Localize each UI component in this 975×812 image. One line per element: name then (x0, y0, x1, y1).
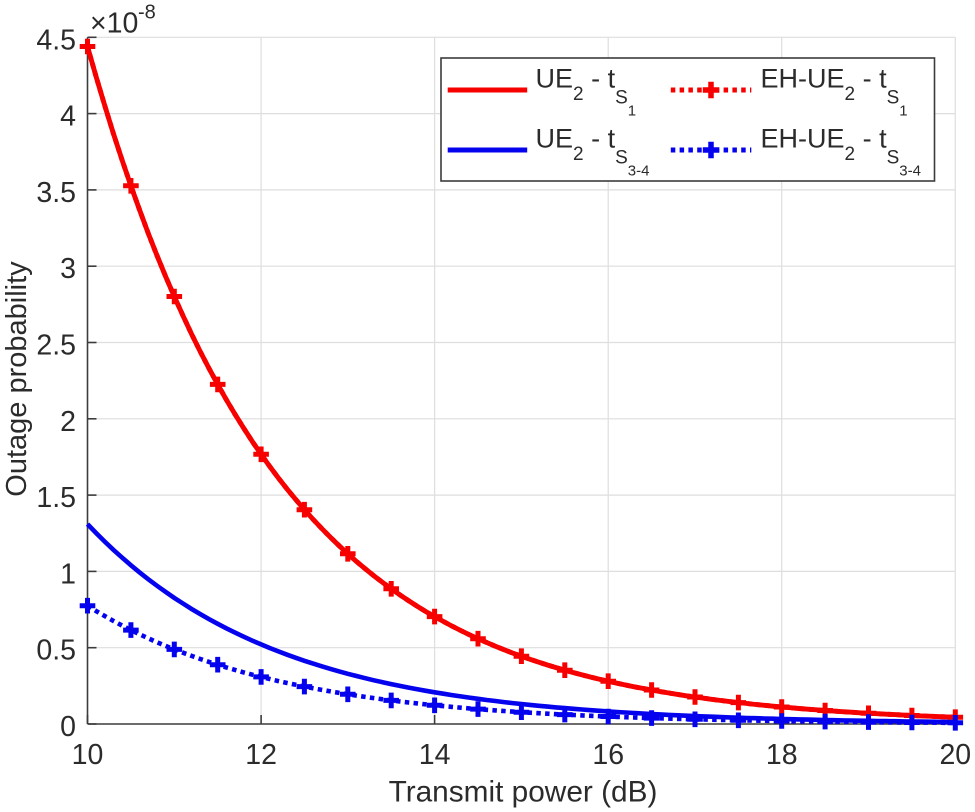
svg-text:-8: -8 (138, 2, 156, 24)
svg-text:Outage probability: Outage probability (1, 261, 33, 497)
svg-text:2: 2 (60, 406, 76, 438)
svg-text:16: 16 (592, 739, 624, 771)
svg-text:12: 12 (245, 739, 277, 771)
svg-text:18: 18 (766, 739, 798, 771)
svg-text:4.5: 4.5 (36, 24, 76, 56)
svg-text:4: 4 (60, 101, 76, 133)
svg-text:20: 20 (939, 739, 971, 771)
svg-text:0.5: 0.5 (36, 635, 76, 667)
svg-text:3.5: 3.5 (36, 177, 76, 209)
svg-text:1.5: 1.5 (36, 482, 76, 514)
svg-text:3: 3 (60, 253, 76, 285)
svg-text:1: 1 (60, 558, 76, 590)
svg-text:14: 14 (419, 739, 451, 771)
svg-text:×10: ×10 (90, 8, 138, 40)
svg-text:0: 0 (60, 711, 76, 743)
svg-text:Transmit power (dB): Transmit power (dB) (389, 776, 658, 809)
svg-text:2.5: 2.5 (36, 330, 76, 362)
svg-text:10: 10 (72, 739, 104, 771)
